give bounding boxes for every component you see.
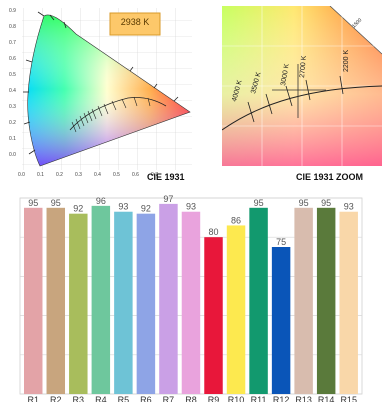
x-tick-label: R7 [163, 395, 175, 402]
cri-bar-r8 [181, 211, 201, 394]
cri-bar-r6 [136, 213, 156, 394]
y-tick: 0.4 [9, 88, 16, 94]
cie-zoom-panel: 4000 K 3500 K 3000 K 2700 K 2200 K 1500 [221, 5, 383, 166]
y-tick: 0.3 [9, 104, 16, 110]
isotemperature-ticks [71, 96, 151, 133]
x-tick-label: R15 [340, 395, 357, 402]
zoom-planckian-locus [221, 85, 383, 131]
x-tick-label: R5 [118, 395, 130, 402]
data-label: 75 [276, 237, 286, 247]
cri-bar-r5 [114, 211, 133, 394]
y-tick: 0.2 [9, 120, 16, 126]
cri-bar-r10 [226, 225, 246, 394]
cct-label-3000: 3000 K [280, 63, 291, 86]
x-tick-label: R4 [95, 395, 107, 402]
x-tick: 0.1 [37, 172, 44, 178]
data-label: 92 [141, 204, 151, 214]
cri-bar-r1 [24, 207, 43, 394]
cri-bar-r9 [204, 237, 223, 394]
data-label: 93 [186, 202, 196, 212]
cct-readout-text: 2938 K [120, 17, 150, 27]
x-tick-label: R13 [295, 395, 312, 402]
x-tick-label: R8 [185, 395, 197, 402]
x-tick: 0.6 [132, 172, 139, 178]
x-tick-label: R10 [228, 395, 245, 402]
cri-bar-r13 [294, 207, 313, 394]
x-tick: 0.0 [18, 172, 25, 178]
y-tick: 0.7 [9, 40, 16, 46]
x-tick: 0.4 [94, 172, 101, 178]
cct-label-2200: 2200 K [343, 49, 350, 72]
cri-bar-r14 [316, 207, 336, 394]
data-label: 95 [299, 198, 309, 208]
x-tick: 0.5 [113, 172, 120, 178]
x-tick-label: R6 [140, 395, 152, 402]
cri-bar-r12 [271, 247, 291, 394]
x-tick: 0.7 [151, 172, 158, 178]
x-tick-label: R9 [208, 395, 220, 402]
data-label: 86 [231, 215, 241, 225]
x-tick-label: R2 [50, 395, 62, 402]
x-tick: 0.2 [56, 172, 63, 178]
x-tick-label: R12 [273, 395, 290, 402]
cri-bar-r11 [249, 207, 268, 394]
cri-bar-r3 [69, 213, 88, 394]
y-tick: 0.1 [9, 136, 16, 142]
data-label: 96 [96, 196, 106, 206]
cct-label-2700: 2700 K [299, 55, 308, 78]
measured-point-crosshair [272, 64, 326, 118]
cct-readout [109, 12, 161, 36]
data-label: 80 [208, 227, 218, 237]
y-tick: 0.0 [9, 152, 16, 158]
cri-bar-r7 [159, 203, 178, 394]
y-tick: 0.8 [9, 24, 16, 30]
x-tick-label: R14 [318, 395, 335, 402]
wavelength-ticks [23, 11, 179, 155]
data-label: 95 [51, 198, 61, 208]
x-tick-label: R11 [251, 395, 267, 402]
cri-bar-r4 [91, 205, 111, 394]
data-label: 95 [254, 198, 264, 208]
cri-bar-chart: 95 R1 95 R2 92 R3 96 R4 93 R5 92 R6 97 R7 93 R8 80 R9 86 R1… [19, 194, 363, 405]
cie-main-panel: 0.0 0.1 0.2 0.3 0.4 0.5 0.6 0.7 0.9 0.8 … [4, 4, 194, 184]
cie-zoom-plot: 4000 K 3500 K 3000 K 2700 K 2200 K 1500 [221, 5, 383, 166]
cie-zoom-caption: CIE 1931 ZOOM [296, 172, 364, 182]
x-tick-label: R3 [73, 395, 85, 402]
cri-bar-r15 [339, 211, 358, 394]
data-label: 93 [118, 202, 128, 212]
x-tick-label: R1 [27, 395, 39, 402]
cri-bar-r2 [46, 207, 66, 394]
y-tick: 0.6 [9, 56, 16, 62]
data-label: 95 [28, 198, 38, 208]
cie-axes: 0.0 0.1 0.2 0.3 0.4 0.5 0.6 0.7 0.9 0.8 … [9, 8, 158, 178]
cie-main-plot: 0.0 0.1 0.2 0.3 0.4 0.5 0.6 0.7 0.9 0.8 … [9, 8, 192, 178]
data-label: 97 [163, 194, 173, 204]
cie-main-caption: CIE 1931 [147, 172, 185, 182]
planckian-locus [69, 97, 167, 131]
data-label: 93 [344, 202, 354, 212]
x-tick: 0.3 [75, 172, 82, 178]
data-label: 92 [73, 204, 83, 214]
data-label: 95 [321, 198, 331, 208]
cri-chart-panel: 95 R1 95 R2 92 R3 96 R4 93 R5 92 R6 97 R7 93 R8 80 R9 86 R1… [0, 186, 386, 405]
y-tick: 0.5 [9, 72, 16, 78]
y-tick: 0.9 [9, 8, 16, 14]
